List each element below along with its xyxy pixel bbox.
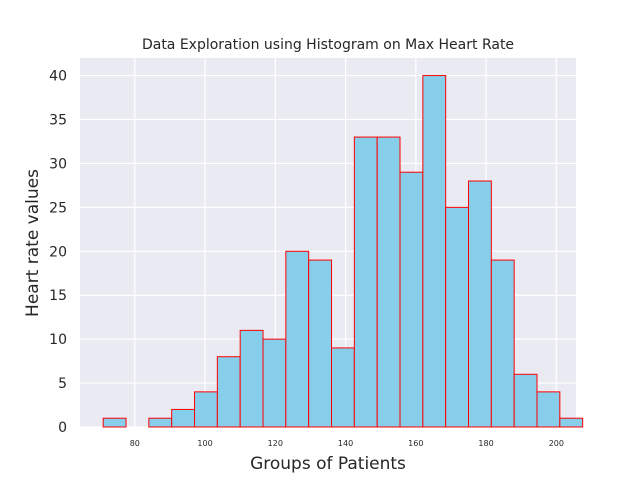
histogram-bar: [490, 259, 515, 428]
x-tick-label: 100: [197, 439, 212, 448]
histogram-bar: [262, 338, 287, 428]
histogram-bar: [216, 356, 241, 428]
histogram-bar: [331, 347, 355, 428]
histogram-bar: [536, 391, 561, 428]
histogram-bars: [102, 75, 584, 428]
y-tick-label: 15: [49, 288, 67, 304]
x-tick-label: 80: [130, 439, 140, 448]
histogram-bar: [513, 373, 538, 428]
x-tick-label: 200: [549, 439, 564, 448]
histogram-bar: [353, 136, 378, 428]
histogram-bar: [468, 180, 492, 428]
histogram-bar: [445, 206, 470, 428]
y-tick-labels: 0 5 10 15 20 25 30 35 40: [49, 69, 67, 436]
y-tick-label: 25: [49, 200, 67, 216]
y-tick-label: 10: [49, 332, 67, 348]
x-tick-label: 160: [408, 439, 423, 448]
y-tick-label: 5: [58, 376, 67, 392]
x-tick-label: 140: [338, 439, 353, 448]
y-tick-label: 20: [49, 244, 67, 260]
x-axis-label: Groups of Patients: [250, 454, 406, 474]
y-tick-label: 40: [49, 69, 67, 85]
y-tick-label: 30: [49, 156, 67, 172]
y-axis-label: Heart rate values: [23, 169, 43, 317]
y-tick-label: 35: [49, 113, 67, 129]
chart-title: Data Exploration using Histogram on Max …: [142, 37, 514, 53]
histogram-bar: [171, 408, 196, 428]
histogram-bar: [148, 417, 173, 428]
histogram-bar: [194, 391, 218, 428]
y-tick-label: 0: [58, 420, 67, 436]
histogram-bar: [308, 259, 333, 428]
x-tick-label: 180: [478, 439, 493, 448]
histogram-bar: [102, 417, 127, 428]
histogram-bar: [285, 250, 310, 428]
histogram-bar: [376, 136, 401, 428]
histogram-bar: [239, 329, 264, 428]
histogram-bar: [399, 171, 424, 428]
histogram-bar: [422, 75, 447, 428]
x-tick-labels: 80 100 120 140 160 180 200: [130, 439, 564, 448]
x-tick-label: 120: [268, 439, 283, 448]
histogram-bar: [559, 417, 584, 428]
